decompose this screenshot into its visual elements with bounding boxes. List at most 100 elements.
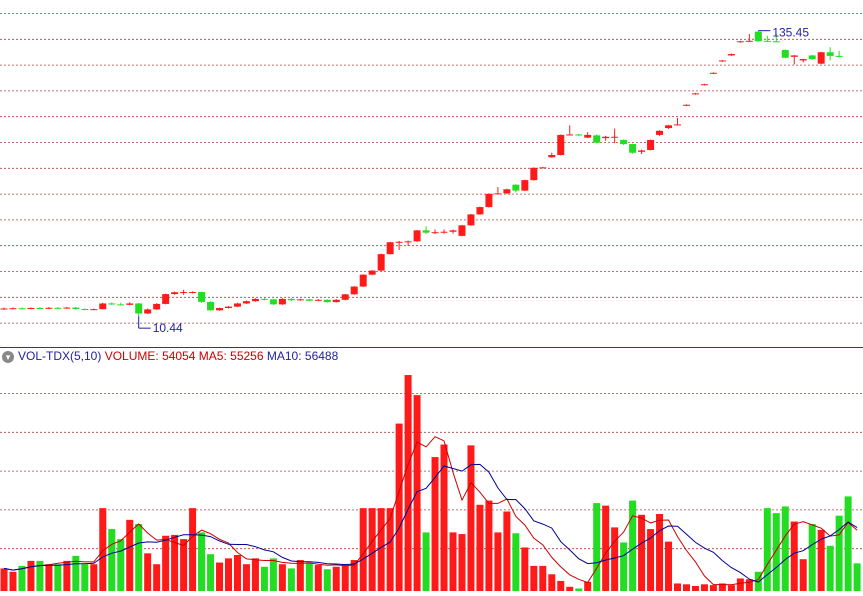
volume-bar bbox=[530, 565, 538, 591]
candle-body bbox=[727, 54, 735, 56]
volume-bar bbox=[566, 586, 574, 591]
candle-body bbox=[611, 136, 619, 138]
candle-body bbox=[207, 301, 215, 311]
volume-bar bbox=[36, 560, 44, 591]
volume-bar bbox=[593, 503, 601, 591]
candle-body bbox=[341, 294, 349, 300]
collapse-chevron-icon[interactable]: ▾ bbox=[2, 350, 14, 363]
candle-body bbox=[216, 308, 224, 311]
volume-bar bbox=[709, 585, 717, 591]
candle-body bbox=[9, 308, 17, 310]
volume-bar bbox=[835, 515, 843, 591]
volume-bar bbox=[736, 578, 744, 591]
volume-bar bbox=[476, 504, 484, 591]
volume-bar bbox=[539, 565, 547, 591]
volume-bar bbox=[180, 539, 188, 591]
candle-body bbox=[476, 207, 484, 215]
candle-body bbox=[225, 306, 232, 309]
candle-body bbox=[485, 193, 493, 208]
candle-body bbox=[790, 55, 798, 57]
candle-body bbox=[395, 241, 403, 243]
candle-body bbox=[700, 84, 708, 86]
candle-body bbox=[656, 130, 664, 135]
candle-body bbox=[171, 292, 179, 295]
candle-body bbox=[449, 230, 457, 232]
candle-body bbox=[647, 139, 655, 150]
candle-body bbox=[566, 134, 574, 136]
volume-bar bbox=[81, 564, 89, 591]
volume-bar bbox=[189, 508, 197, 591]
candle-body bbox=[162, 294, 170, 304]
volume-bar bbox=[269, 558, 277, 591]
volume-bar bbox=[135, 524, 143, 591]
volume-bar bbox=[817, 529, 825, 591]
volume-bar bbox=[754, 571, 762, 591]
candle-body bbox=[602, 136, 610, 139]
volume-bar bbox=[395, 423, 403, 591]
volume-bar bbox=[629, 500, 637, 591]
volume-bar bbox=[18, 565, 26, 591]
indicator-name: VOL-TDX(5,10) bbox=[18, 349, 102, 363]
candle-body bbox=[54, 307, 62, 309]
candle-body bbox=[557, 134, 565, 156]
volume-bar bbox=[90, 564, 98, 591]
volume-bar bbox=[305, 563, 313, 591]
volume-bar bbox=[790, 521, 798, 591]
candle-body bbox=[674, 124, 681, 126]
volume-bar bbox=[126, 519, 134, 591]
candle-body bbox=[763, 40, 771, 42]
volume-bar bbox=[745, 579, 753, 591]
candle-body bbox=[799, 59, 807, 61]
candle-body bbox=[835, 55, 843, 57]
candle-body bbox=[682, 104, 690, 106]
candle-body bbox=[548, 155, 556, 158]
volume-bar bbox=[521, 547, 529, 591]
candle-body bbox=[242, 301, 250, 304]
volume-bar bbox=[674, 583, 681, 591]
volume-bar bbox=[216, 562, 224, 591]
ma10-value: 56488 bbox=[304, 349, 339, 363]
candle-body bbox=[251, 298, 259, 302]
volume-bar bbox=[171, 534, 179, 591]
volume-bar bbox=[413, 395, 421, 591]
candle-body bbox=[629, 144, 637, 153]
volume-bar bbox=[602, 505, 610, 591]
volume-bar bbox=[296, 560, 304, 591]
candle-body bbox=[108, 303, 116, 305]
candle-body bbox=[826, 52, 834, 56]
price-high-label: 135.45 bbox=[772, 26, 809, 40]
candle-body bbox=[81, 308, 89, 310]
candle-body bbox=[817, 52, 825, 64]
candle-body bbox=[135, 303, 143, 314]
candle-body bbox=[36, 308, 44, 310]
volume-bar bbox=[404, 375, 412, 591]
volume-bar bbox=[287, 568, 295, 591]
volume-bar bbox=[584, 581, 592, 591]
volume-bar bbox=[431, 457, 439, 591]
volume-bar bbox=[350, 560, 358, 591]
volume-bar bbox=[557, 580, 565, 591]
volume-bar bbox=[54, 564, 62, 591]
volume-bar bbox=[0, 568, 8, 591]
volume-bar bbox=[826, 545, 834, 591]
candle-body bbox=[440, 231, 448, 233]
volume-bar bbox=[620, 542, 628, 591]
candle-body bbox=[126, 303, 134, 305]
volume-bar bbox=[494, 532, 502, 591]
volume-bar bbox=[458, 534, 466, 591]
candle-body bbox=[117, 304, 125, 306]
candle-body bbox=[467, 214, 475, 226]
ma5-line bbox=[3, 436, 858, 586]
volume-bar bbox=[198, 532, 206, 591]
volume-bar bbox=[251, 558, 259, 591]
ma10-label: MA10: bbox=[266, 349, 302, 363]
candle-body bbox=[314, 299, 322, 301]
volume-bar bbox=[99, 508, 107, 591]
price-chart: 10.44 135.45 bbox=[0, 13, 863, 348]
candle-body bbox=[260, 298, 268, 300]
volume-bar bbox=[386, 508, 394, 591]
volume-bar bbox=[63, 560, 71, 591]
candle-body bbox=[772, 41, 780, 43]
volume-bar bbox=[27, 560, 35, 591]
candle-body bbox=[0, 308, 8, 310]
